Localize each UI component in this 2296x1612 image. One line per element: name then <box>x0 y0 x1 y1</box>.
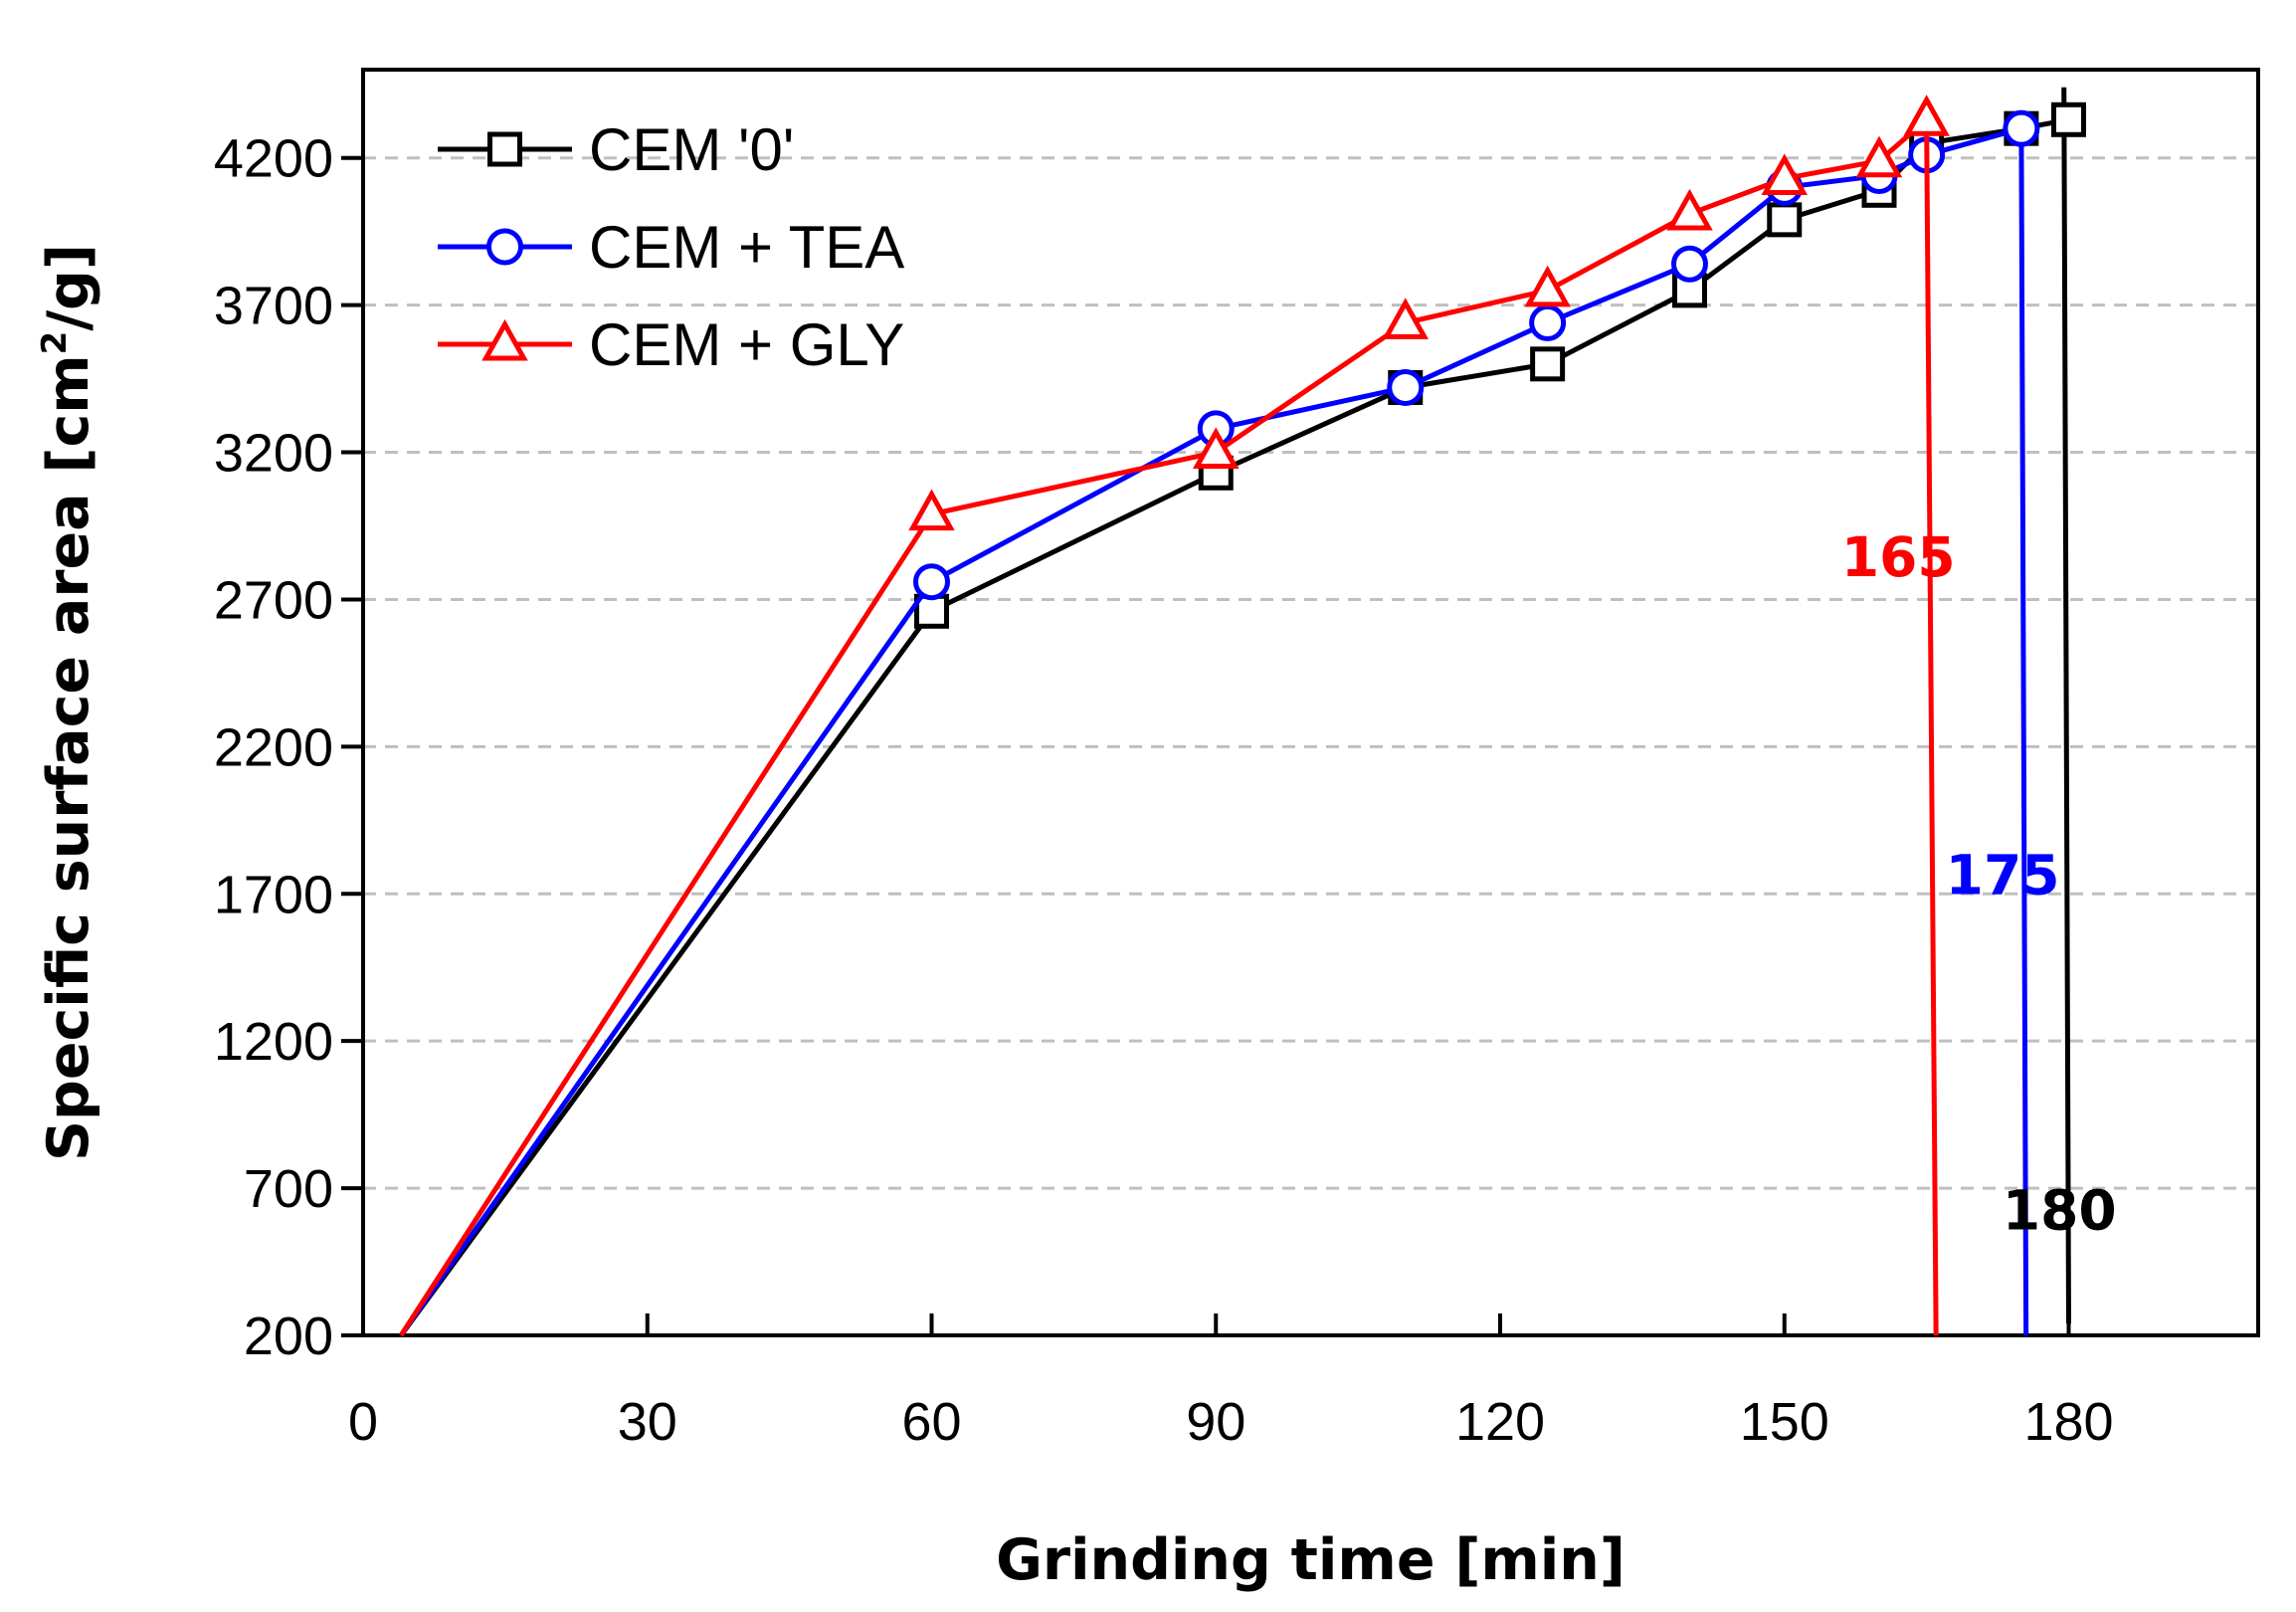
legend-marker-cem-tea <box>486 228 523 266</box>
series-cem0-point <box>1767 202 1803 238</box>
y-tick-label-200: 200 <box>244 1307 333 1366</box>
y-axis-title-superscript: 2 <box>35 331 75 355</box>
y-tick-label-4200: 4200 <box>214 129 333 189</box>
legend-marker-cem-gly <box>481 318 528 361</box>
annotations: 180 175 165 <box>1841 525 2117 1243</box>
y-tick-label-700: 700 <box>244 1159 333 1219</box>
series-cem-gly-end-line <box>1924 119 1939 1336</box>
series-cem-gly-point <box>1761 153 1809 195</box>
legend-item-cem-tea: CEM + TEA <box>438 214 904 281</box>
series-cem0-end-line <box>2061 87 2071 1324</box>
x-tick-label-30: 30 <box>618 1392 677 1452</box>
x-tick-label-120: 120 <box>1455 1392 1545 1452</box>
series-cem-gly-point <box>1382 298 1430 339</box>
series-cem-gly-point <box>1903 95 1950 136</box>
series-cem-tea-point <box>2003 109 2040 147</box>
series-cem-tea-end-line <box>2018 128 2029 1336</box>
y-tick-label-1700: 1700 <box>214 865 333 924</box>
series-cem-tea-point <box>1387 368 1425 406</box>
y-axis-title-main: Specific surface area [cm <box>36 354 101 1161</box>
series-cem-gly <box>399 95 1950 1337</box>
series-cem0-point <box>1530 346 1566 382</box>
legend-label-cem-gly: CEM + GLY <box>589 311 904 378</box>
legend-label-cem0: CEM '0' <box>589 116 794 183</box>
y-axis-title: Specific surface area [cm2/g] <box>35 244 101 1161</box>
legend-item-cem-gly: CEM + GLY <box>438 311 904 378</box>
series-cem-gly-point <box>1192 427 1240 470</box>
x-tick-label-150: 150 <box>1740 1392 1829 1452</box>
x-tick-label-0: 0 <box>348 1392 378 1452</box>
y-tick-label-2200: 2200 <box>214 717 333 777</box>
series-cem0-line <box>399 116 2069 1337</box>
series-cem-tea-line <box>399 125 2022 1337</box>
annotation-cem-tea: 175 <box>1946 843 2060 907</box>
x-tick-label-60: 60 <box>901 1392 961 1452</box>
series-cem-gly-point <box>908 489 955 531</box>
series-cem-gly-point <box>1666 188 1713 231</box>
x-axis-title: Grinding time [min] <box>996 1527 1626 1593</box>
series-cem-tea-point <box>913 563 950 601</box>
annotation-cem0: 180 <box>2003 1179 2117 1243</box>
series-cem0-point <box>2051 101 2086 137</box>
legend-label-cem-tea: CEM + TEA <box>589 214 904 281</box>
series-cem-tea <box>399 109 2040 1337</box>
y-tick-label-1200: 1200 <box>214 1012 333 1072</box>
legend-marker-cem0 <box>487 131 522 167</box>
y-tick-label-2700: 2700 <box>214 570 333 630</box>
y-axis-title-end: /g] <box>36 244 101 331</box>
series-cem-tea-point <box>1529 303 1567 341</box>
x-tick-label-180: 180 <box>2023 1392 2113 1452</box>
series-cem-tea-point <box>1671 245 1708 283</box>
legend: CEM '0' CEM + TEA CEM + GLY <box>438 116 904 378</box>
series-cem-gly-point <box>1524 265 1571 307</box>
grid <box>363 156 2258 1190</box>
x-tick-label-90: 90 <box>1186 1392 1245 1452</box>
legend-item-cem0: CEM '0' <box>438 116 794 183</box>
y-tick-label-3200: 3200 <box>214 424 333 484</box>
series-cem-gly-point <box>1855 135 1903 178</box>
y-tick-label-3700: 3700 <box>214 277 333 336</box>
annotation-cem-gly: 165 <box>1841 525 1956 589</box>
series-layer <box>399 87 2086 1337</box>
plot-frame <box>361 68 2260 1337</box>
ticks: 200 700 1200 1700 2200 2700 3200 3700 4200 0 30 60 9… <box>214 129 2114 1452</box>
